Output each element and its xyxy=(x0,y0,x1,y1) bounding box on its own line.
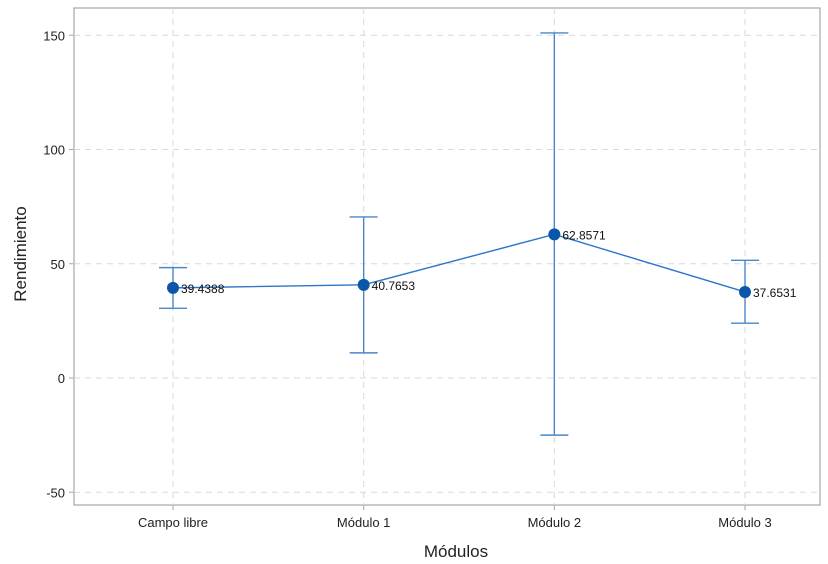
data-label: 62.8571 xyxy=(562,228,606,242)
x-axis-ticks: Campo libre Módulo 1 Módulo 2 Módulo 3 xyxy=(138,505,772,530)
data-markers xyxy=(167,228,752,298)
data-point xyxy=(167,281,179,294)
y-tick-label: 100 xyxy=(43,143,65,158)
y-tick-label: 0 xyxy=(58,371,65,386)
series-line xyxy=(172,233,746,293)
series-polyline xyxy=(172,233,746,293)
x-axis-title: Módulos xyxy=(424,542,488,561)
y-axis-ticks: -50 0 50 100 150 xyxy=(43,28,74,500)
data-label: 37.6531 xyxy=(753,286,797,300)
x-tick-label: Módulo 1 xyxy=(337,515,390,530)
x-tick-label: Módulo 2 xyxy=(528,515,581,530)
x-tick-label: Campo libre xyxy=(138,515,208,530)
data-point xyxy=(548,228,561,241)
data-label: 40.7653 xyxy=(372,279,416,293)
y-tick-label: 150 xyxy=(43,28,65,43)
y-axis-title: Rendimiento xyxy=(11,206,30,301)
x-tick-label: Módulo 3 xyxy=(718,515,771,530)
y-tick-label: -50 xyxy=(46,485,65,500)
data-labels: 39.4388 40.7653 62.8571 37.6531 xyxy=(181,228,797,300)
data-label: 39.4388 xyxy=(181,282,225,296)
y-gridlines xyxy=(74,34,820,493)
y-tick-label: 50 xyxy=(51,257,65,272)
data-point xyxy=(357,278,370,291)
plot-background xyxy=(73,7,821,506)
data-point xyxy=(739,285,752,298)
